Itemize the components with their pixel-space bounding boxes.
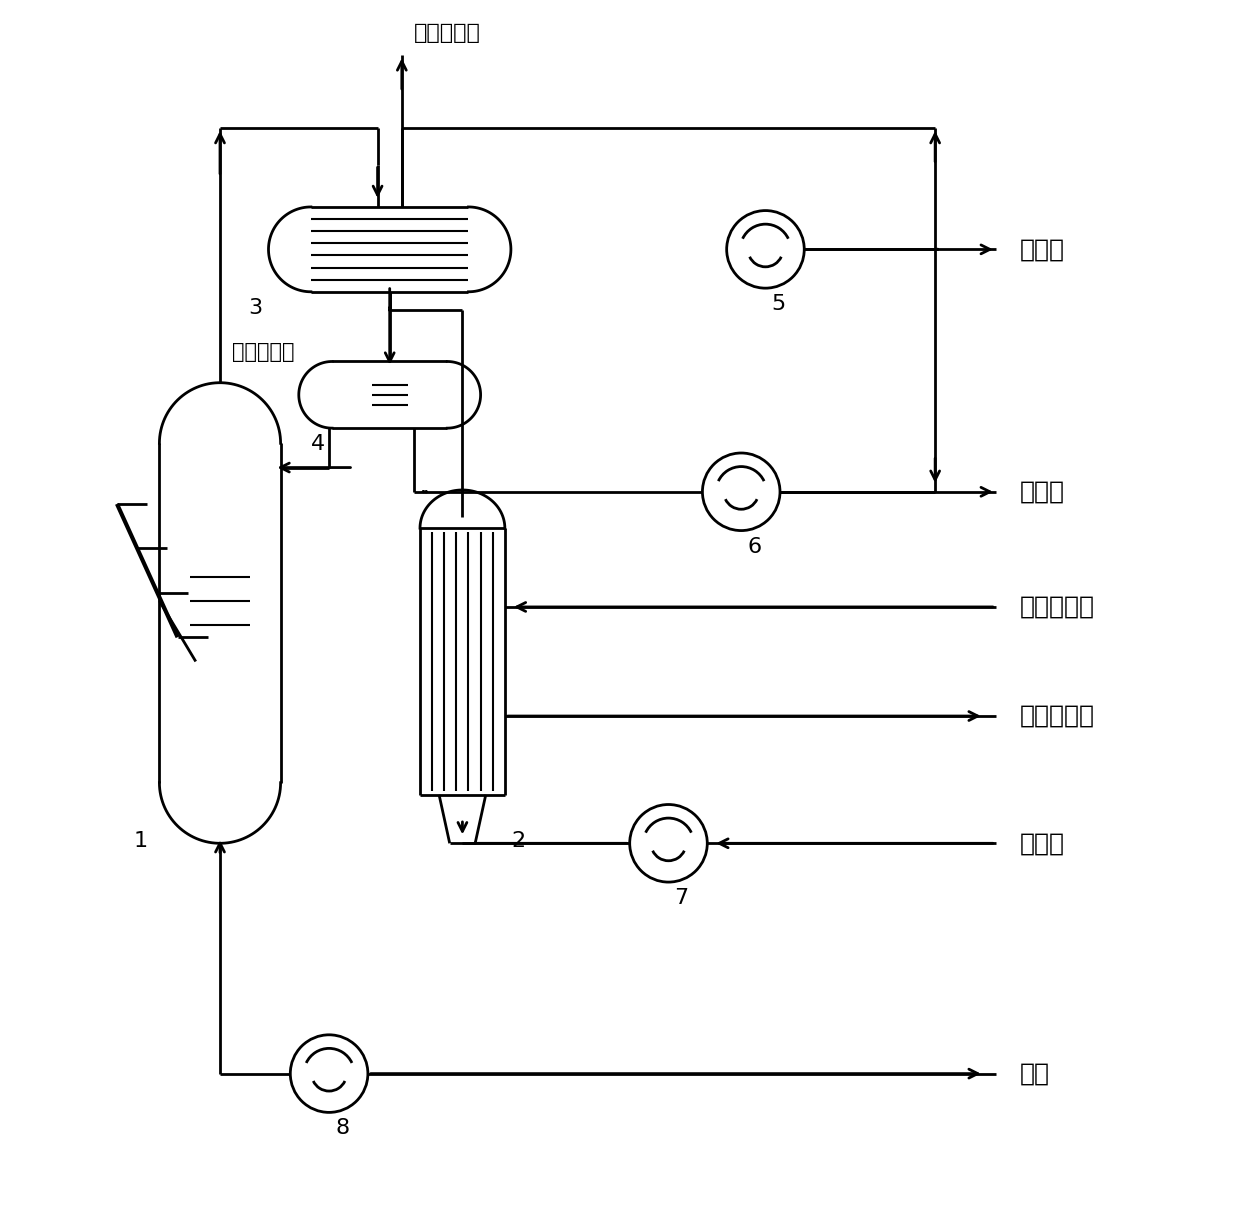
Text: 循环冷却水: 循环冷却水 — [414, 23, 481, 43]
Text: 硫浆: 硫浆 — [1021, 1062, 1050, 1085]
Text: 3: 3 — [248, 298, 263, 318]
Text: 循环冷却水: 循环冷却水 — [232, 342, 295, 363]
Text: 7: 7 — [675, 888, 688, 908]
Text: 冷凝液: 冷凝液 — [1021, 479, 1065, 504]
Text: 6: 6 — [748, 537, 761, 557]
Text: 5: 5 — [771, 294, 786, 314]
Text: 4: 4 — [311, 434, 325, 454]
Text: 不凝气: 不凝气 — [1021, 238, 1065, 261]
Text: 1: 1 — [133, 831, 148, 851]
Text: 硫泡沫: 硫泡沫 — [1021, 831, 1065, 856]
Text: 低品位热源: 低品位热源 — [1021, 595, 1095, 619]
Text: 8: 8 — [335, 1118, 350, 1139]
Text: 低品位热源: 低品位热源 — [1021, 704, 1095, 728]
Text: 2: 2 — [511, 831, 525, 851]
